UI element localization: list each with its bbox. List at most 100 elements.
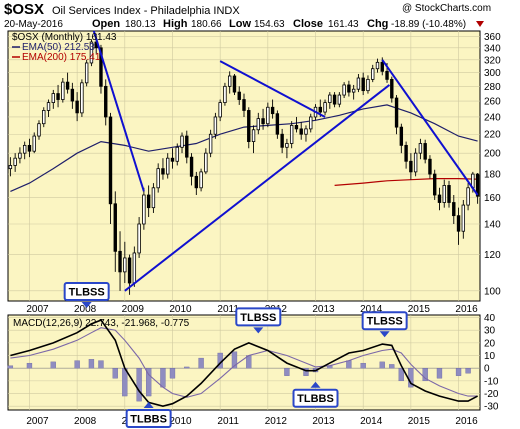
- histogram-bar: [422, 368, 428, 382]
- macd-xaxis-labels: 2007200820092010201120122013201420152016: [26, 416, 478, 427]
- candle-body: [132, 252, 137, 284]
- histogram-bar: [360, 362, 366, 369]
- candle-body: [185, 135, 189, 158]
- candle-body: [118, 250, 122, 273]
- candle-body: [452, 202, 456, 217]
- histogram-bar: [50, 361, 56, 369]
- price-ytick-label: 100: [484, 286, 501, 297]
- candle-body: [151, 187, 156, 209]
- ema50-line: [10, 104, 478, 192]
- arrow-up-icon: [310, 381, 321, 388]
- candle-body: [332, 94, 337, 105]
- candle-body: [32, 135, 36, 152]
- price-xtick-label: 2009: [122, 304, 145, 315]
- candle-body: [75, 100, 79, 114]
- callout-label: TLBSS: [69, 287, 105, 299]
- ema200-line: [334, 178, 478, 186]
- candle-body: [84, 62, 89, 84]
- chg-label: Chg: [367, 18, 388, 30]
- macd-xtick-label: 2015: [408, 416, 431, 427]
- candle-body: [304, 128, 308, 135]
- candle-body: [142, 194, 146, 225]
- ema200-group: [334, 178, 478, 186]
- open-value: 180.13: [125, 19, 156, 30]
- legend-ema200: EMA(200) 175.41: [22, 52, 101, 63]
- histogram-bar: [184, 366, 190, 369]
- candle-body: [146, 194, 151, 209]
- macd-ytick-label: 10: [484, 351, 496, 362]
- price-ytick-label: 200: [484, 149, 501, 160]
- histogram-bar: [398, 368, 404, 382]
- price-ytick-label: 260: [484, 97, 501, 108]
- candle-body: [156, 168, 160, 189]
- candle-body: [318, 106, 322, 113]
- candle-body: [380, 61, 384, 72]
- chart-title: $OSX: [4, 1, 44, 18]
- candle-body: [175, 146, 179, 162]
- candle-body: [461, 204, 466, 232]
- candle-body: [375, 61, 380, 70]
- candle-body: [61, 81, 65, 100]
- histogram-bar: [303, 368, 309, 376]
- histogram-bar: [436, 368, 443, 379]
- callout-box: [63, 282, 110, 301]
- macd-ytick-label: -30: [484, 402, 499, 413]
- watermark: @ StockCharts.com: [402, 3, 491, 14]
- macd-ytick-label: 20: [484, 338, 496, 349]
- candle-body: [237, 91, 241, 100]
- candle-body: [280, 133, 284, 148]
- candle-body: [371, 68, 375, 80]
- callout-label: TLBBS: [130, 414, 167, 426]
- histogram-bar: [284, 368, 290, 376]
- candles-group: [8, 33, 480, 295]
- candle-body: [466, 187, 470, 206]
- candle-body: [189, 156, 194, 177]
- histogram-bar: [455, 368, 462, 376]
- macd-ytick-label: 30: [484, 326, 496, 337]
- trendline: [92, 30, 145, 192]
- macd-xtick-label: 2007: [26, 416, 49, 427]
- candle-body: [22, 144, 27, 154]
- candle-body: [261, 118, 265, 125]
- candle-body: [309, 116, 313, 130]
- price-xtick-label: 2015: [408, 304, 431, 315]
- histogram-bar: [379, 361, 385, 369]
- candle-body: [356, 77, 361, 90]
- candle-body: [251, 129, 256, 142]
- candle-body: [366, 78, 370, 92]
- open-label: Open: [92, 18, 120, 30]
- candle-body: [428, 158, 432, 175]
- arrow-down-icon: [81, 302, 92, 308]
- candle-body: [161, 168, 165, 175]
- candle-body: [170, 157, 175, 162]
- price-xtick-label: 2014: [360, 304, 383, 315]
- callout-box: [125, 409, 172, 428]
- high-label: High: [163, 18, 188, 30]
- arrow-down-icon: [253, 327, 264, 334]
- histogram-bar: [160, 368, 166, 388]
- histogram-bar: [198, 357, 204, 369]
- date-label: 20-May-2016: [4, 19, 63, 30]
- trendline: [124, 84, 391, 292]
- candle-body: [199, 171, 203, 189]
- candle-body: [390, 78, 394, 99]
- close-value: 161.43: [328, 19, 359, 30]
- candle-body: [18, 152, 22, 159]
- price-ytick-label: 340: [484, 43, 501, 54]
- price-ytick-label: 240: [484, 112, 501, 123]
- candle-body: [89, 41, 94, 64]
- candle-body: [137, 223, 141, 254]
- callout-label: TLBSS: [367, 316, 403, 328]
- candle-body: [285, 143, 289, 148]
- histogram-bar: [7, 365, 14, 369]
- trendlines-group: [92, 30, 479, 292]
- candle-body: [433, 173, 437, 196]
- candle-body: [13, 157, 17, 166]
- candle-body: [208, 133, 213, 154]
- ema50-group: [10, 104, 478, 192]
- candle-body: [323, 102, 327, 113]
- candle-body: [256, 118, 261, 131]
- candle-body: [423, 143, 427, 160]
- candle-body: [385, 70, 389, 80]
